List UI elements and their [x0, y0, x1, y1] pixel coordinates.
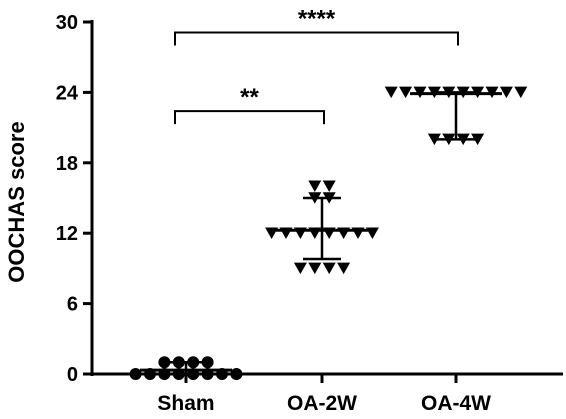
significance-annotations: ******	[174, 6, 459, 125]
data-point	[499, 86, 513, 99]
x-tick-label: OA-2W	[287, 392, 357, 415]
data-point	[201, 356, 214, 369]
axes: 0 6 12 18 24 30 Sham OA-2W OA-4W	[56, 12, 563, 415]
data-point	[230, 368, 243, 380]
data-point	[365, 227, 379, 239]
x-tick-label: Sham	[157, 392, 214, 415]
significance-bracket	[174, 110, 325, 125]
x-tick-label: OA-4W	[421, 392, 491, 415]
data-point	[399, 86, 413, 99]
y-tick-label: 30	[56, 12, 78, 34]
y-tick-label: 12	[56, 223, 78, 245]
significance-bracket	[174, 31, 459, 46]
data-point	[129, 368, 142, 380]
y-tick-label: 18	[56, 153, 78, 175]
y-tick-label: 0	[67, 364, 78, 386]
data-point	[427, 133, 441, 146]
data-marks	[129, 86, 528, 380]
data-point	[322, 180, 336, 193]
significance-label: **	[240, 84, 259, 111]
data-point	[308, 262, 322, 275]
data-point	[337, 262, 351, 275]
y-tick-label: 24	[56, 82, 79, 104]
data-point	[384, 86, 398, 99]
data-point	[308, 180, 322, 193]
data-point	[514, 86, 528, 99]
data-point	[322, 262, 336, 275]
data-point	[293, 262, 307, 275]
data-point	[158, 356, 171, 369]
y-axis-title: OOCHAS score	[4, 121, 29, 282]
y-tick-label: 6	[67, 294, 78, 316]
significance-label: ****	[298, 6, 336, 33]
data-point	[471, 133, 485, 146]
data-point	[265, 227, 279, 239]
